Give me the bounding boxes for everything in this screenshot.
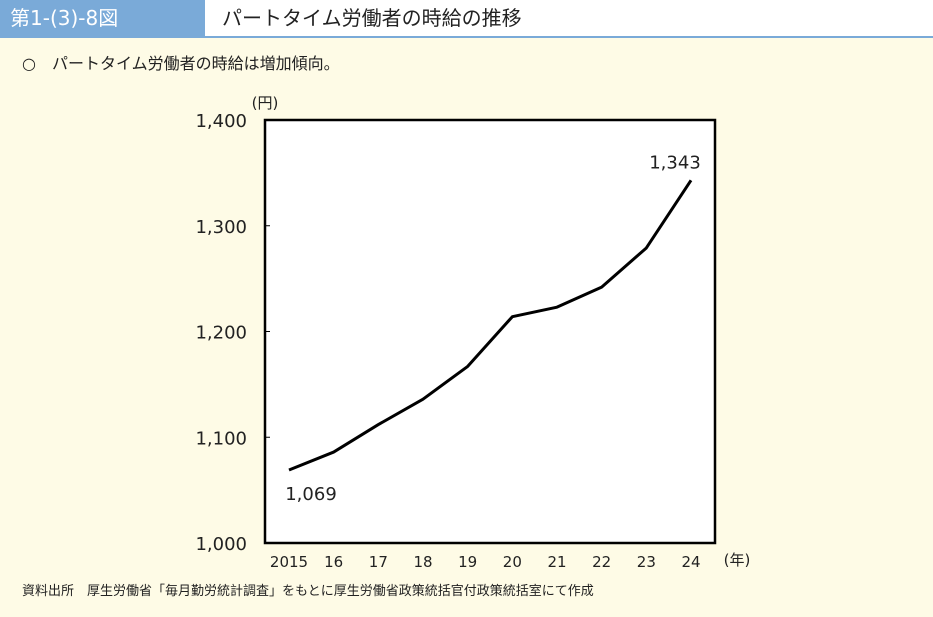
y-axis-unit: (円) <box>252 94 279 112</box>
data-label-last: 1,343 <box>649 152 701 173</box>
figure-header: 第1-(3)-8図 パートタイム労働者の時給の推移 <box>0 0 933 38</box>
x-tick-label: 23 <box>637 553 656 571</box>
x-tick-label: 2015 <box>270 553 308 571</box>
x-tick-label: 19 <box>458 553 477 571</box>
x-tick-label: 17 <box>369 553 388 571</box>
summary-text: ○ パートタイム労働者の時給は増加傾向。 <box>22 54 340 73</box>
series-line <box>288 179 693 472</box>
y-tick-label: 1,200 <box>195 323 247 344</box>
source-note: 資料出所 厚生労働省「毎月勤労統計調査」をもとに厚生労働省政策統括官付政策統括室… <box>22 584 594 599</box>
y-tick-label: 1,400 <box>195 111 247 132</box>
x-axis-unit: (年) <box>724 551 751 569</box>
x-tick-label: 21 <box>547 553 566 571</box>
y-tick-label: 1,300 <box>195 217 247 238</box>
x-tick-label: 16 <box>324 553 343 571</box>
figure-number: 第1-(3)-8図 <box>0 0 205 36</box>
x-tick-label: 22 <box>592 553 611 571</box>
y-tick-label: 1,000 <box>195 534 247 555</box>
x-tick-label: 24 <box>681 553 700 571</box>
plot-area <box>263 118 717 545</box>
x-tick-label: 20 <box>503 553 522 571</box>
data-label-first: 1,069 <box>285 484 337 505</box>
y-tick-label: 1,100 <box>195 428 247 449</box>
x-tick-label: 18 <box>413 553 432 571</box>
figure-title: パートタイム労働者の時給の推移 <box>222 6 522 30</box>
